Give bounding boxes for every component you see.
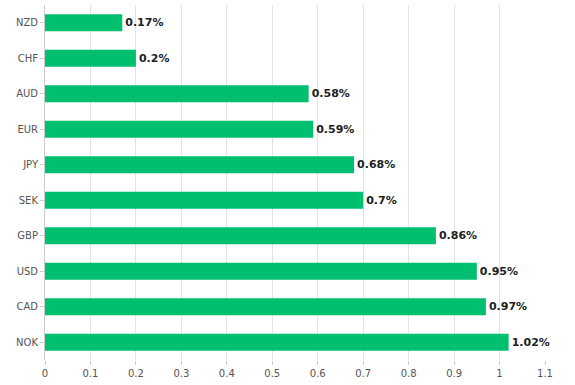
- svg-text:0: 0: [42, 368, 48, 379]
- svg-text:0.6: 0.6: [310, 368, 326, 379]
- svg-text:0.2: 0.2: [128, 368, 144, 379]
- svg-text:1.02%: 1.02%: [512, 336, 550, 349]
- svg-text:SEK: SEK: [19, 195, 39, 206]
- svg-text:USD: USD: [17, 266, 39, 277]
- svg-text:0.58%: 0.58%: [312, 87, 350, 100]
- svg-text:0.3: 0.3: [173, 368, 189, 379]
- svg-text:0.17%: 0.17%: [125, 16, 163, 29]
- svg-text:0.8: 0.8: [401, 368, 417, 379]
- svg-text:0.59%: 0.59%: [316, 123, 354, 136]
- svg-text:0.97%: 0.97%: [489, 300, 527, 313]
- svg-text:1: 1: [496, 368, 502, 379]
- svg-text:0.5: 0.5: [264, 368, 280, 379]
- svg-text:CHF: CHF: [18, 53, 39, 64]
- svg-text:CAD: CAD: [16, 301, 38, 312]
- svg-text:AUD: AUD: [16, 88, 38, 99]
- svg-text:0.4: 0.4: [219, 368, 235, 379]
- svg-text:0.68%: 0.68%: [357, 158, 395, 171]
- svg-text:0.86%: 0.86%: [439, 229, 477, 242]
- svg-text:0.7%: 0.7%: [366, 194, 397, 207]
- svg-text:0.1: 0.1: [82, 368, 98, 379]
- svg-text:1.1: 1.1: [537, 368, 553, 379]
- svg-text:JPY: JPY: [22, 159, 39, 170]
- svg-text:NOK: NOK: [16, 337, 38, 348]
- svg-text:0.95%: 0.95%: [480, 265, 518, 278]
- svg-text:GBP: GBP: [17, 230, 38, 241]
- svg-text:NZD: NZD: [16, 17, 38, 28]
- svg-text:0.7: 0.7: [355, 368, 371, 379]
- svg-text:EUR: EUR: [17, 124, 38, 135]
- svg-text:0.9: 0.9: [446, 368, 462, 379]
- svg-text:0.2%: 0.2%: [139, 52, 170, 65]
